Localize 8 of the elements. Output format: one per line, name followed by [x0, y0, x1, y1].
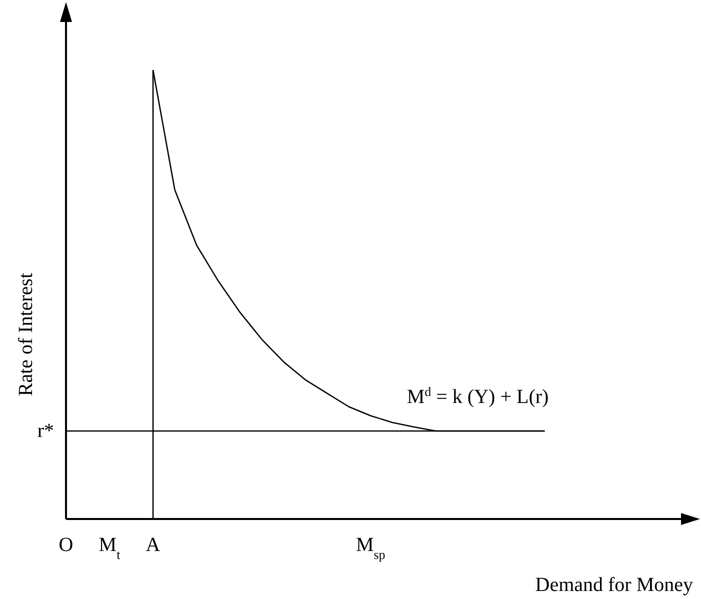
x-axis-title: Demand for Money [535, 574, 693, 596]
x-tick-label: M$_{t}$ [98, 534, 121, 562]
y-axis-title: Rate of Interest [15, 272, 37, 396]
x-tick-label: A [146, 534, 161, 556]
series-label: M$^{d}$ = k (Y) + L(r) [406, 383, 549, 408]
x-tick-label: M$_{sp}$ [356, 534, 386, 562]
x-tick-label: O [58, 534, 74, 556]
ref-line-label: r* [37, 420, 54, 442]
